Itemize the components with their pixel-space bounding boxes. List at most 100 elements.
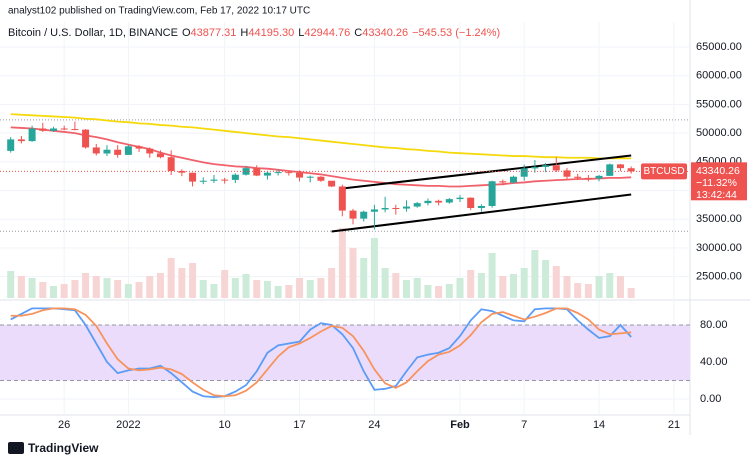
volume-bar bbox=[199, 280, 207, 298]
volume-bar bbox=[456, 278, 464, 298]
ohlc-label: O bbox=[182, 27, 191, 39]
volume-bar bbox=[542, 260, 550, 298]
y-tick-label: 65000.00 bbox=[696, 41, 742, 53]
volume-bar bbox=[242, 274, 250, 298]
volume-bar bbox=[178, 268, 186, 298]
volume-bar bbox=[360, 258, 368, 298]
y-tick-label: 55000.00 bbox=[696, 98, 742, 110]
candle-body bbox=[263, 172, 271, 176]
volume-bar bbox=[424, 285, 432, 298]
candle-body bbox=[178, 170, 186, 173]
price-badge-change: −11.32% bbox=[696, 177, 737, 189]
y-tick-label: 80.00 bbox=[700, 319, 728, 331]
labels-layer: 26 2022 10 17 24 Feb 7 14 21 25000.00 30000.00 3500… bbox=[58, 41, 747, 431]
candle-body bbox=[552, 165, 560, 171]
volume-bar bbox=[167, 258, 175, 298]
volume-bar bbox=[435, 286, 443, 298]
candle-body bbox=[17, 139, 25, 142]
bg-layer bbox=[0, 119, 690, 382]
volume-bar bbox=[263, 281, 271, 298]
candle-body bbox=[435, 200, 443, 203]
volume-bar bbox=[392, 273, 400, 298]
y-tick-label: 40.00 bbox=[700, 356, 728, 368]
volume-bar bbox=[477, 273, 485, 298]
volume-bar bbox=[349, 248, 357, 298]
volume-bar bbox=[39, 282, 47, 298]
candle-body bbox=[199, 180, 207, 182]
candle-body bbox=[274, 172, 282, 174]
x-tick-label: 21 bbox=[668, 419, 680, 431]
y-tick-label: 60000.00 bbox=[696, 70, 742, 82]
volume-bar bbox=[221, 270, 229, 298]
y-tick-label: 50000.00 bbox=[696, 127, 742, 139]
volume-bar bbox=[274, 286, 282, 298]
oscillator-line bbox=[10, 307, 632, 399]
candle-body bbox=[477, 205, 485, 208]
volume-bar bbox=[7, 271, 15, 298]
volume-bar bbox=[28, 278, 36, 298]
volume-bar bbox=[189, 263, 197, 298]
candle-body bbox=[7, 139, 15, 151]
candle-body bbox=[349, 210, 357, 219]
volume-bar bbox=[156, 273, 164, 298]
candle-body bbox=[135, 146, 143, 149]
candle-body bbox=[60, 128, 68, 130]
candle-body bbox=[71, 129, 79, 131]
ohlc-label: H bbox=[240, 27, 248, 39]
volume-bar bbox=[71, 280, 79, 298]
candle-body bbox=[296, 172, 304, 178]
volume-bar bbox=[595, 276, 603, 298]
candle-body bbox=[595, 175, 603, 179]
volume-bar bbox=[210, 284, 218, 298]
candle-body bbox=[499, 181, 507, 183]
volume-bar bbox=[103, 278, 111, 298]
volume-bar bbox=[60, 284, 68, 298]
candle-body bbox=[370, 209, 378, 212]
volume-bar bbox=[82, 273, 90, 298]
x-tick-label: 17 bbox=[293, 419, 305, 431]
price-badge-countdown: 13:42:44 bbox=[696, 189, 737, 201]
volume-bar bbox=[49, 286, 57, 298]
volume-bar bbox=[124, 284, 132, 298]
volume-bar bbox=[253, 280, 261, 298]
legend-line: Bitcoin / U.S. Dollar, 1D, BINANCE O43877… bbox=[8, 27, 500, 39]
candle-body bbox=[306, 176, 314, 178]
candle-body bbox=[114, 149, 122, 155]
volume-bar bbox=[338, 228, 346, 298]
y-tick-label: 30000.00 bbox=[696, 242, 742, 254]
x-tick-label: 26 bbox=[58, 419, 70, 431]
candle-body bbox=[392, 207, 400, 209]
candle-body bbox=[445, 199, 453, 203]
volume-bar bbox=[445, 284, 453, 298]
candle-body bbox=[92, 147, 100, 154]
band-fill bbox=[0, 325, 690, 381]
volume-bar bbox=[488, 253, 496, 298]
volume-bar bbox=[114, 280, 122, 298]
x-tick-label: 10 bbox=[219, 419, 231, 431]
candle-body bbox=[606, 164, 614, 176]
logo-icon bbox=[8, 442, 24, 454]
trend-line bbox=[342, 154, 632, 190]
volume-bar bbox=[135, 282, 143, 298]
volume-bar bbox=[584, 284, 592, 298]
volume-bar bbox=[317, 278, 325, 298]
volume-bar bbox=[531, 250, 539, 298]
volume-bar bbox=[606, 273, 614, 298]
moving-average bbox=[10, 126, 632, 188]
volume-bar bbox=[403, 280, 411, 298]
oscillator-line bbox=[10, 307, 632, 398]
volume-bar bbox=[499, 276, 507, 298]
marks-layer bbox=[0, 113, 690, 399]
volume-bar bbox=[17, 276, 25, 298]
volume-bar bbox=[627, 288, 635, 298]
candle-body bbox=[103, 149, 111, 154]
symbol-badge bbox=[641, 163, 687, 180]
candle-body bbox=[627, 168, 635, 172]
candle-body bbox=[360, 211, 368, 219]
x-tick-label: 2022 bbox=[116, 419, 140, 431]
price-badge bbox=[691, 162, 747, 201]
y-tick-label: 0.00 bbox=[700, 393, 721, 405]
volume-bar bbox=[381, 268, 389, 298]
candle-body bbox=[413, 203, 421, 207]
